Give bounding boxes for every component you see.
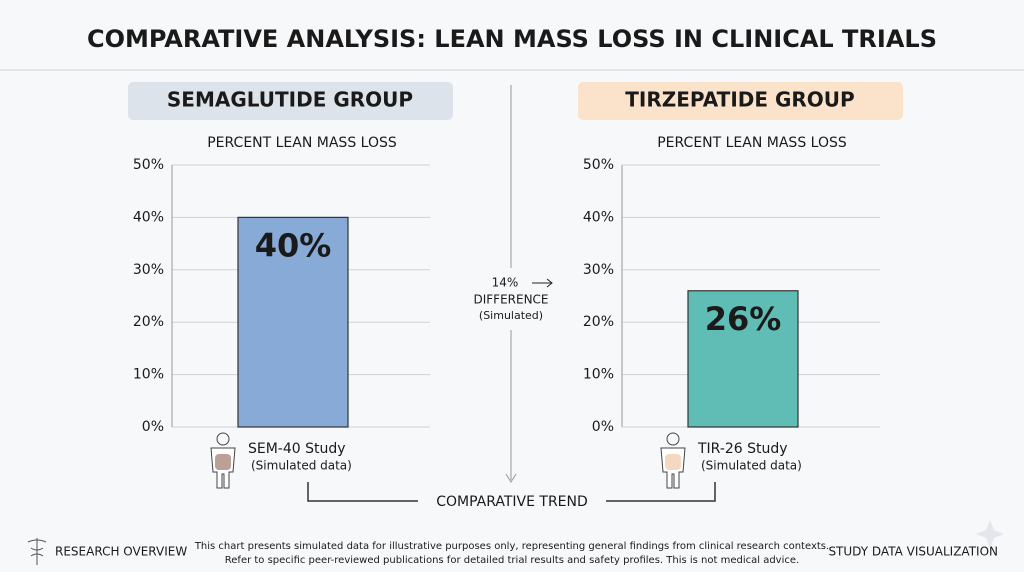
caduceus-icon [27, 538, 47, 565]
y-tick-label: 50% [583, 157, 614, 173]
person-icon [665, 454, 681, 470]
y-tick-label: 0% [142, 419, 164, 435]
bar [687, 290, 799, 428]
y-tick-label: 10% [133, 367, 164, 383]
y-tick-label: 20% [133, 314, 164, 330]
disclaimer: Refer to specific peer-reviewed publicat… [225, 555, 799, 566]
disclaimer: This chart presents simulated data for i… [194, 541, 829, 552]
y-tick-label: 40% [133, 209, 164, 225]
bar [237, 216, 349, 428]
category-note: (Simulated data) [251, 459, 352, 473]
trend-bracket [307, 482, 716, 502]
value-label: 26% [705, 300, 782, 338]
category-label: TIR-26 Study [697, 441, 788, 457]
person-icon [216, 432, 230, 446]
group-header [578, 82, 903, 120]
category-label: SEM-40 Study [248, 441, 346, 457]
chart-title: PERCENT LEAN MASS LOSS [207, 135, 397, 151]
y-tick-label: 10% [583, 367, 614, 383]
category-note: (Simulated data) [701, 459, 802, 473]
difference-note: (Simulated) [479, 309, 543, 322]
value-label: 40% [255, 226, 332, 264]
difference-arrow [532, 278, 553, 288]
group-title: TIRZEPATIDE GROUP [625, 88, 854, 112]
footer-left: RESEARCH OVERVIEW [55, 545, 187, 559]
chart-title: PERCENT LEAN MASS LOSS [657, 135, 847, 151]
group-header [128, 82, 453, 120]
y-tick-label: 30% [133, 262, 164, 278]
y-tick-label: 30% [583, 262, 614, 278]
y-tick-label: 20% [583, 314, 614, 330]
person-icon [215, 454, 231, 470]
difference-value: 14% [492, 276, 519, 290]
group-title: SEMAGLUTIDE GROUP [167, 88, 413, 112]
y-tick-label: 40% [583, 209, 614, 225]
difference-label: DIFFERENCE [473, 293, 548, 307]
footer-right: STUDY DATA VISUALIZATION [828, 545, 998, 559]
person-icon [666, 432, 680, 446]
trend-label: COMPARATIVE TREND [436, 494, 588, 510]
arrow-head [505, 473, 517, 483]
y-tick-label: 50% [133, 157, 164, 173]
sparkle [976, 520, 1004, 548]
y-tick-label: 0% [592, 419, 614, 435]
page-title: COMPARATIVE ANALYSIS: LEAN MASS LOSS IN … [87, 25, 937, 53]
